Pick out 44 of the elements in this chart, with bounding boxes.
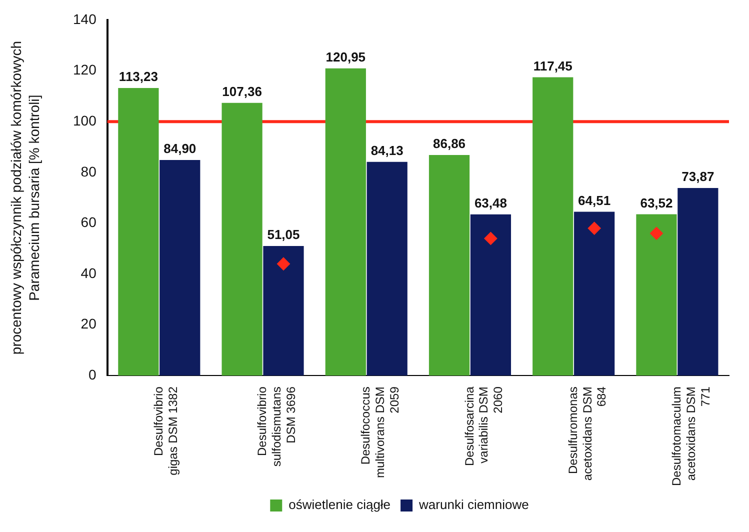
bar xyxy=(118,88,159,376)
data-label: 73,87 xyxy=(682,169,714,184)
point xyxy=(276,257,290,270)
bar xyxy=(263,246,304,376)
legend-label: oświetlenie ciągłe xyxy=(288,497,391,512)
bar xyxy=(222,102,262,376)
bar xyxy=(532,77,574,376)
data-label: 63,52 xyxy=(640,195,673,210)
y-tick-label: 120 xyxy=(73,62,97,78)
legend-label: warunki ciemniowe xyxy=(418,497,529,512)
data-label: 84,90 xyxy=(164,141,196,156)
x-tick-label: Desulfuromonas acetoxidans DSM 684 xyxy=(566,386,609,481)
x-tick-label: Desulfovibrio sulfodismutans DSM 3696 xyxy=(255,386,298,467)
y-tick-label: 140 xyxy=(73,10,97,27)
bar xyxy=(470,214,512,376)
bar xyxy=(325,68,366,376)
y-tick-label: 80 xyxy=(80,163,97,180)
bar xyxy=(366,162,408,376)
data-label: 107,36 xyxy=(222,84,262,99)
data-label: 86,86 xyxy=(432,136,466,152)
data-label: 117,45 xyxy=(533,58,572,74)
data-label: 120,95 xyxy=(326,49,366,64)
x-tick-label: Desulfococcus multivorans DSM 2059 xyxy=(358,386,402,478)
data-label: 84,13 xyxy=(370,143,404,158)
y-tick-label: 40 xyxy=(80,264,97,281)
bar xyxy=(636,214,677,376)
y-tick-label: 0 xyxy=(88,366,97,382)
x-tick-label: Desulfotomaculum acetoxidans DSM 771 xyxy=(670,386,712,486)
data-label: 64,51 xyxy=(578,192,611,208)
x-tick-label: Desulfovibrio gigas DSM 1382 xyxy=(151,386,180,476)
bar xyxy=(428,154,470,376)
data-label: 113,23 xyxy=(118,69,158,84)
bar xyxy=(678,188,718,376)
point xyxy=(484,232,498,245)
y-axis-title: procentowy współczynnik podziałów komórkowych Paramecium bursaria [% kontroli] xyxy=(8,41,42,355)
y-tick-label: 60 xyxy=(80,214,97,230)
bar xyxy=(574,212,615,376)
y-tick-label: 20 xyxy=(80,316,97,332)
bar xyxy=(160,160,200,376)
data-label: 63,48 xyxy=(474,195,507,210)
data-label: 51,05 xyxy=(267,227,300,242)
x-tick-label: Desulfosarcina variabilis DSM 2060 xyxy=(462,386,506,466)
y-tick-label: 100 xyxy=(73,112,97,128)
point xyxy=(588,222,601,235)
